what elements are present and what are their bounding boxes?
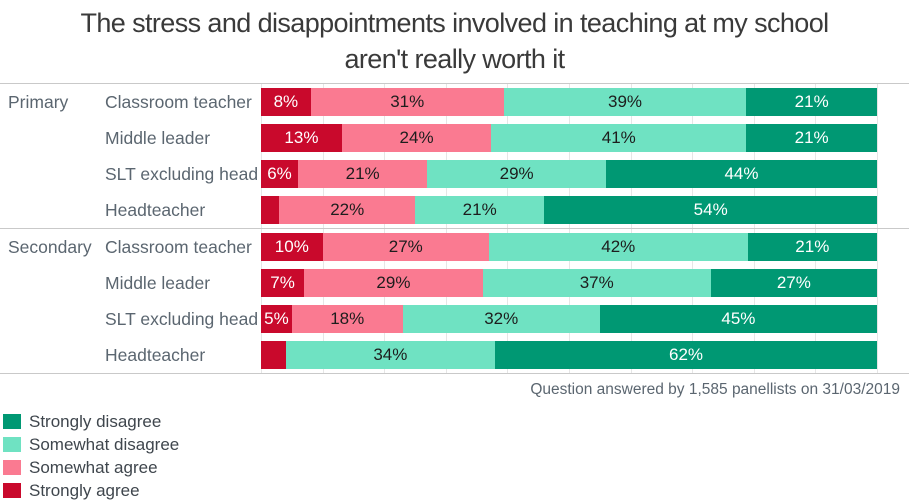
table-row: SLT excluding head 5% 18% 32% 45% bbox=[0, 301, 909, 337]
legend: Strongly disagree Somewhat disagree Somewh… bbox=[0, 410, 909, 502]
legend-swatch bbox=[3, 414, 21, 429]
legend-item: Somewhat disagree bbox=[3, 433, 909, 456]
bar-segment: 31% bbox=[310, 88, 504, 116]
row-label: Middle leader bbox=[105, 127, 211, 148]
bar-segment: 62% bbox=[495, 341, 877, 369]
source-note: Question answered by 1,585 panellists on… bbox=[530, 381, 900, 398]
legend-label: Strongly agree bbox=[29, 480, 140, 500]
row-label: SLT excluding head bbox=[105, 163, 259, 184]
bar-segment: 21% bbox=[746, 124, 877, 152]
bar-segment: 37% bbox=[482, 269, 711, 297]
bar-segment: 45% bbox=[599, 305, 877, 333]
table-row: SLT excluding head 6% 21% 29% 44% bbox=[0, 156, 909, 192]
table-row: Classroom teacher 8% 31% 39% 21% bbox=[0, 84, 909, 120]
row-label: Headteacher bbox=[105, 199, 206, 220]
legend-item: Strongly agree bbox=[3, 479, 909, 502]
stacked-bar-chart: Primary Classroom teacher 8% 31% 39% 21% Middl… bbox=[0, 83, 909, 374]
bar-segment: 10% bbox=[261, 233, 323, 261]
stacked-bar: 13% 24% 41% 21% bbox=[261, 124, 877, 152]
bar-segment: 21% bbox=[747, 233, 877, 261]
bar-segment: 7% bbox=[261, 269, 305, 297]
chart-title: The stress and disappointments involved … bbox=[0, 0, 909, 77]
row-label: Middle leader bbox=[105, 272, 211, 293]
bar-segment: 21% bbox=[746, 88, 878, 116]
row-label: Headteacher bbox=[105, 344, 206, 365]
legend-swatch bbox=[3, 460, 21, 475]
bar-segment: 29% bbox=[304, 269, 483, 297]
stacked-bar: 22% 21% 54% bbox=[261, 196, 877, 224]
legend-label: Strongly disagree bbox=[29, 411, 162, 431]
table-row: Headteacher 34% 62% bbox=[0, 337, 909, 373]
group-primary: Primary Classroom teacher 8% 31% 39% 21% Middl… bbox=[0, 83, 909, 228]
bar-segment: 13% bbox=[261, 124, 342, 152]
bar-segment: 6% bbox=[261, 160, 298, 188]
legend-label: Somewhat agree bbox=[29, 457, 158, 477]
legend-swatch bbox=[3, 437, 21, 452]
row-label: Classroom teacher bbox=[105, 91, 252, 112]
group-secondary: Secondary Classroom teacher 10% 27% 42% 21% Mi… bbox=[0, 228, 909, 373]
chart-title-line2: aren't really worth it bbox=[344, 44, 565, 74]
stacked-bar: 5% 18% 32% 45% bbox=[261, 305, 877, 333]
table-row: Middle leader 7% 29% 37% 27% bbox=[0, 265, 909, 301]
bar-segment: 41% bbox=[491, 124, 747, 152]
bar-segment: 27% bbox=[710, 269, 877, 297]
bar-segment: 32% bbox=[402, 305, 600, 333]
legend-swatch bbox=[3, 483, 21, 498]
stacked-bar: 34% 62% bbox=[261, 341, 877, 369]
bar-segment: 39% bbox=[503, 88, 747, 116]
group-label: Secondary bbox=[8, 236, 92, 257]
bar-segment: 24% bbox=[341, 124, 492, 152]
bar-segment bbox=[261, 196, 280, 224]
bar-segment: 8% bbox=[261, 88, 311, 116]
chart-title-line1: The stress and disappointments involved … bbox=[80, 8, 829, 38]
bar-segment: 27% bbox=[322, 233, 489, 261]
table-row: Classroom teacher 10% 27% 42% 21% bbox=[0, 229, 909, 265]
row-label: SLT excluding head bbox=[105, 308, 259, 329]
stacked-bar: 10% 27% 42% 21% bbox=[261, 233, 877, 261]
bar-segment: 44% bbox=[605, 160, 877, 188]
bar-segment: 34% bbox=[285, 341, 496, 369]
legend-item: Strongly disagree bbox=[3, 410, 909, 433]
table-row: Middle leader 13% 24% 41% 21% bbox=[0, 120, 909, 156]
row-label: Classroom teacher bbox=[105, 236, 252, 257]
bar-segment: 22% bbox=[279, 196, 415, 224]
bar-segment: 5% bbox=[261, 305, 292, 333]
legend-item: Somewhat agree bbox=[3, 456, 909, 479]
table-row: Headteacher 22% 21% 54% bbox=[0, 192, 909, 228]
legend-label: Somewhat disagree bbox=[29, 434, 180, 454]
stacked-bar: 6% 21% 29% 44% bbox=[261, 160, 877, 188]
bar-segment: 21% bbox=[297, 160, 428, 188]
bar-segment bbox=[261, 341, 286, 369]
bar-segment: 21% bbox=[415, 196, 545, 224]
stacked-bar: 8% 31% 39% 21% bbox=[261, 88, 878, 116]
stacked-bar: 7% 29% 37% 27% bbox=[261, 269, 877, 297]
group-label: Primary bbox=[8, 91, 69, 112]
bar-segment: 42% bbox=[488, 233, 748, 261]
bar-segment: 18% bbox=[291, 305, 403, 333]
bar-segment: 54% bbox=[544, 196, 877, 224]
bar-segment: 29% bbox=[427, 160, 606, 188]
